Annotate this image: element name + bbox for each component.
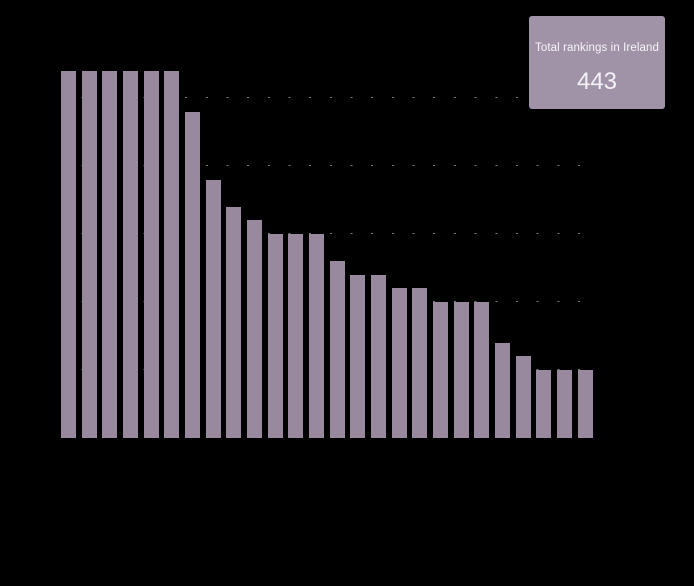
- bar-25[interactable]: [557, 370, 573, 438]
- bar-17[interactable]: [391, 288, 407, 438]
- bar-22[interactable]: [495, 342, 511, 438]
- bar-13[interactable]: [309, 234, 325, 438]
- bar-15[interactable]: [350, 274, 366, 438]
- bar-5[interactable]: [143, 70, 159, 438]
- bar-2[interactable]: [81, 70, 97, 438]
- bar-8[interactable]: [205, 179, 221, 438]
- bar-3[interactable]: [102, 70, 118, 438]
- bar-6[interactable]: [164, 70, 180, 438]
- bar-24[interactable]: [536, 370, 552, 438]
- bar-16[interactable]: [371, 274, 387, 438]
- bar-19[interactable]: [433, 302, 449, 438]
- bar-7[interactable]: [185, 111, 201, 438]
- bar-14[interactable]: [329, 261, 345, 438]
- bar-10[interactable]: [247, 220, 263, 438]
- plot-area: [61, 30, 593, 438]
- bar-20[interactable]: [453, 302, 469, 438]
- bar-4[interactable]: [123, 70, 139, 438]
- total-rankings-card: Total rankings in Ireland 443: [529, 16, 665, 109]
- bar-series: [61, 30, 593, 438]
- bar-1[interactable]: [61, 70, 76, 438]
- total-rankings-label: Total rankings in Ireland: [535, 42, 659, 54]
- bar-18[interactable]: [412, 288, 428, 438]
- bar-11[interactable]: [267, 234, 283, 438]
- total-rankings-value: 443: [576, 68, 618, 95]
- bar-23[interactable]: [515, 356, 531, 438]
- bar-26[interactable]: [577, 370, 593, 438]
- bar-12[interactable]: [288, 234, 304, 438]
- bar-21[interactable]: [474, 302, 490, 438]
- bar-9[interactable]: [226, 206, 242, 438]
